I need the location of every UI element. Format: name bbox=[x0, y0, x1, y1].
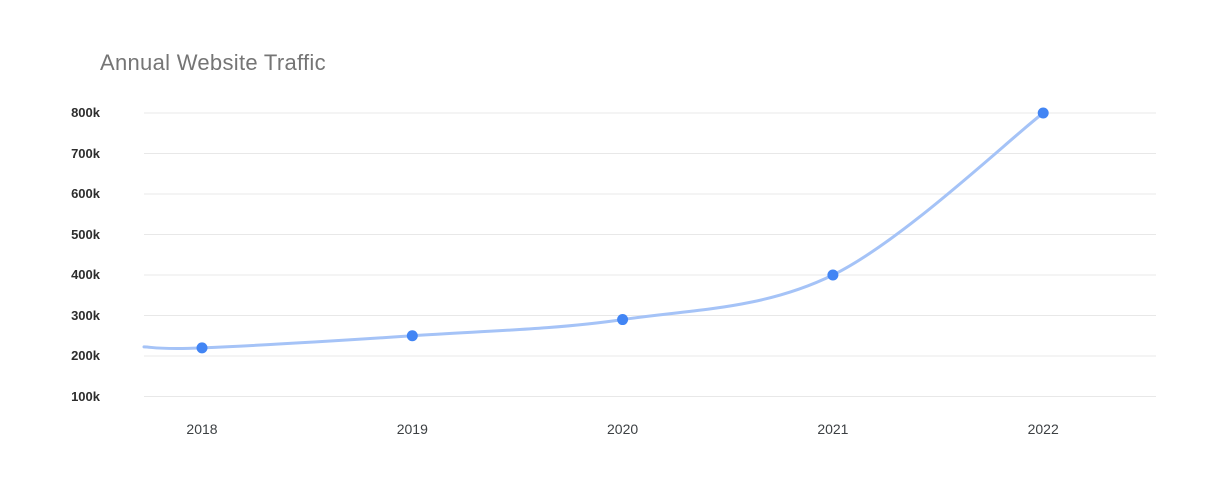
data-point-2018 bbox=[196, 342, 208, 354]
y-axis-tick-label: 200k bbox=[71, 348, 100, 363]
x-axis-tick-label: 2019 bbox=[396, 421, 428, 437]
series-line bbox=[142, 111, 1045, 351]
x-axis-tick-label: 2022 bbox=[1027, 421, 1059, 437]
y-axis-tick-label: 600k bbox=[71, 186, 100, 201]
data-point-2021 bbox=[827, 269, 839, 281]
y-axis-tick-label: 400k bbox=[71, 267, 100, 282]
data-point-2020 bbox=[617, 314, 629, 326]
chart-title: Annual Website Traffic bbox=[100, 50, 326, 75]
x-axis-tick-label: 2018 bbox=[186, 421, 218, 437]
data-point-2022 bbox=[1037, 107, 1049, 119]
y-axis-tick-label: 300k bbox=[71, 307, 100, 323]
y-axis-tick-label: 500k bbox=[71, 226, 100, 242]
x-axis-tick-label: 2020 bbox=[607, 421, 639, 437]
y-axis-tick-label: 700k bbox=[71, 145, 100, 161]
data-point-2019 bbox=[406, 330, 418, 342]
x-axis-tick-label: 2021 bbox=[817, 421, 849, 437]
y-axis-tick-label: 100k bbox=[71, 388, 100, 404]
gridlines bbox=[144, 112, 1156, 397]
data-point-markers bbox=[196, 107, 1049, 354]
y-axis-tick-label: 800k bbox=[71, 105, 100, 120]
